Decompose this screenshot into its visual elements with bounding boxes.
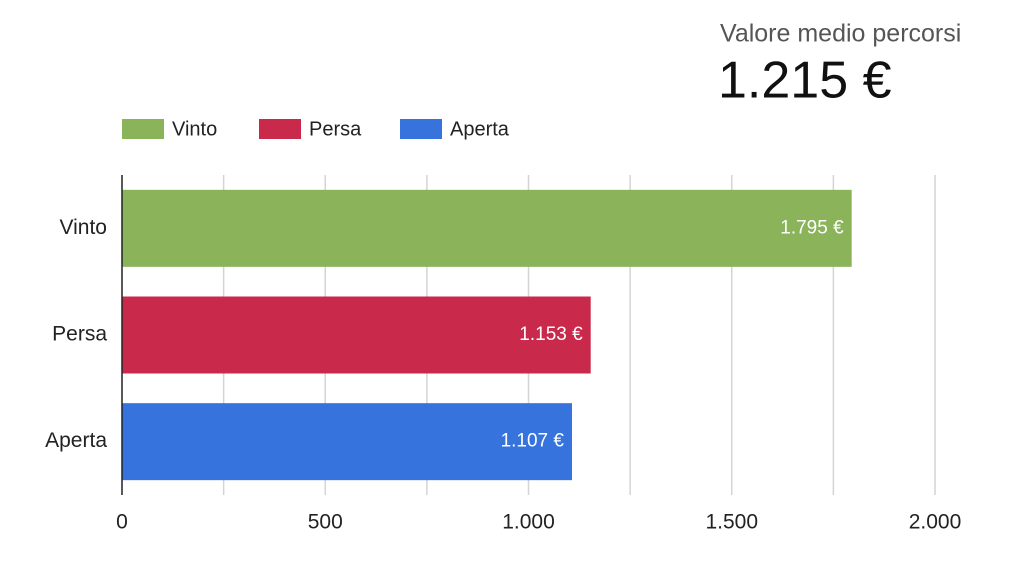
- x-tick-label: 2.000: [909, 511, 962, 534]
- scorecard-value: 1.215 €: [718, 52, 892, 110]
- value-label: 1.107 €: [501, 431, 565, 452]
- bar: [122, 403, 572, 481]
- y-tick-label: Aperta: [45, 429, 107, 452]
- x-tick-label: 1.000: [502, 511, 555, 534]
- legend-swatch: [400, 119, 442, 139]
- x-tick-label: 500: [308, 511, 343, 534]
- scorecard-title: Valore medio percorsi: [720, 20, 961, 48]
- y-tick-label: Vinto: [60, 216, 108, 239]
- y-tick-label: Persa: [52, 323, 107, 346]
- value-label: 1.153 €: [519, 324, 583, 345]
- bar: [122, 296, 591, 374]
- legend-swatch: [122, 119, 164, 139]
- legend-label: Aperta: [450, 118, 510, 140]
- x-tick-label: 0: [116, 511, 128, 534]
- value-label: 1.795 €: [780, 217, 844, 238]
- legend-label: Persa: [309, 118, 362, 140]
- legend-swatch: [259, 119, 301, 139]
- legend-label: Vinto: [172, 118, 217, 140]
- x-tick-label: 1.500: [705, 511, 758, 534]
- bar: [122, 189, 852, 267]
